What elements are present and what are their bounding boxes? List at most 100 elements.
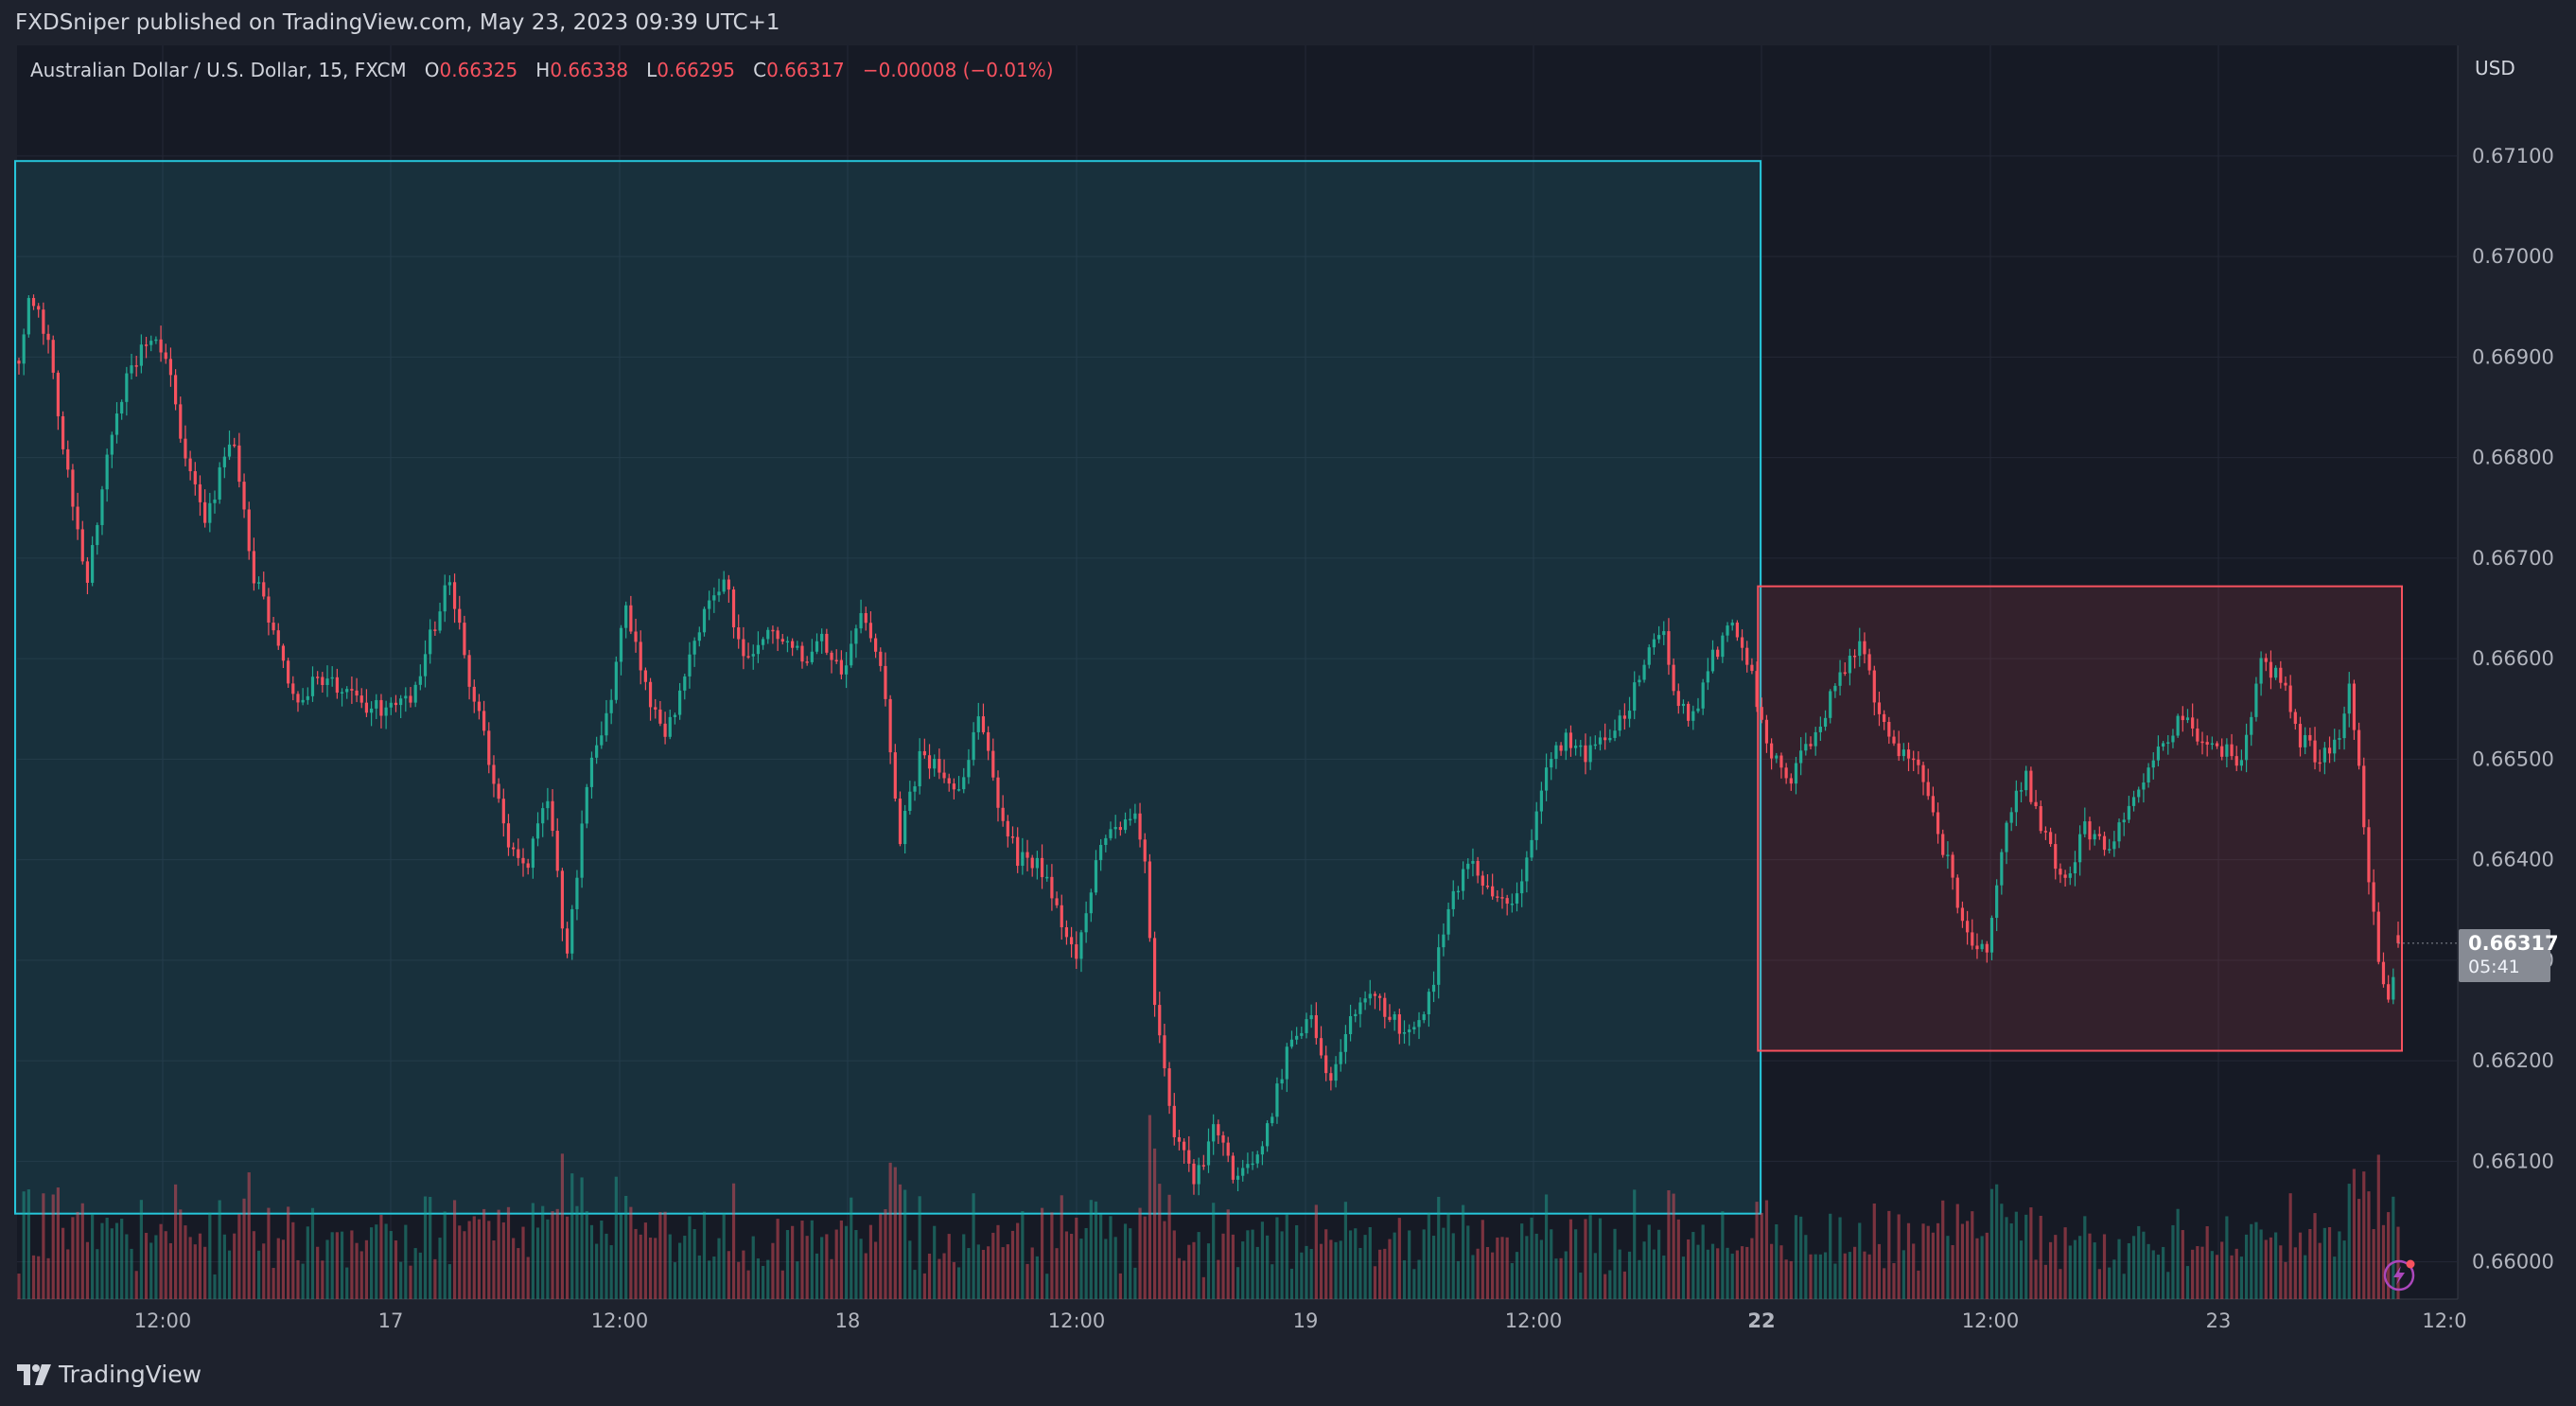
volume-bar	[1843, 1253, 1847, 1299]
candle	[1221, 1134, 1225, 1143]
candle	[1152, 938, 1157, 1006]
volume-bar	[1285, 1214, 1288, 1299]
candle	[316, 677, 320, 678]
volume-bar	[1525, 1236, 1529, 1299]
candle	[2342, 713, 2346, 739]
candle	[1588, 745, 1592, 763]
candle	[1466, 863, 1470, 870]
volume-bar	[447, 1264, 451, 1299]
candle	[1363, 998, 1367, 1003]
candle	[2274, 667, 2278, 678]
volume-bar	[1500, 1237, 1504, 1299]
candle	[1025, 852, 1029, 858]
candle	[1809, 744, 1813, 747]
candle	[477, 701, 482, 712]
x-tick-label: 19	[1293, 1309, 1319, 1332]
volume-bar	[1025, 1263, 1029, 1299]
volume-bar	[1235, 1267, 1240, 1299]
volume-bar	[2318, 1242, 2322, 1299]
candle	[839, 659, 843, 675]
candle	[1579, 745, 1583, 747]
volume-bar	[1491, 1252, 1495, 1299]
volume-bar	[477, 1219, 482, 1299]
candle	[42, 309, 45, 334]
volume-bar	[1539, 1239, 1543, 1299]
volume-bar	[1289, 1268, 1294, 1299]
candle	[908, 791, 912, 811]
candle	[1383, 997, 1387, 1017]
lightning-bolt-icon[interactable]	[2382, 1258, 2416, 1292]
volume-bar	[1133, 1267, 1137, 1299]
candle	[981, 716, 986, 732]
candle	[369, 708, 374, 713]
volume-bar	[1716, 1248, 1720, 1299]
volume-bar	[1388, 1239, 1392, 1299]
candle	[1804, 744, 1808, 751]
chart-svg[interactable]: 0.67100 0.67000 0.66900 0.66800 0.66700 0.666…	[0, 45, 2576, 1346]
candle	[2073, 862, 2077, 874]
volume-bar	[722, 1213, 726, 1299]
volume-bar	[222, 1234, 226, 1299]
candle	[1525, 857, 1529, 882]
candle	[1775, 755, 1779, 759]
candle	[600, 735, 604, 746]
volume-bar	[1050, 1212, 1054, 1299]
candle	[1231, 1155, 1235, 1180]
volume-bar	[1427, 1212, 1430, 1299]
tradingview-logo[interactable]: TradingView	[17, 1361, 202, 1388]
candle	[1358, 1002, 1362, 1014]
candle	[1681, 703, 1686, 707]
volume-bar	[1339, 1240, 1342, 1299]
candle	[100, 489, 104, 525]
volume-bar	[839, 1220, 843, 1299]
candle	[1035, 857, 1039, 869]
volume-bar	[208, 1212, 212, 1299]
volume-bar	[991, 1232, 995, 1299]
volume-bar	[1348, 1230, 1353, 1299]
candle	[1329, 1073, 1333, 1081]
candle	[1183, 1141, 1186, 1151]
volume-bar	[815, 1253, 819, 1299]
volume-bar	[267, 1207, 271, 1299]
volume-bar	[1789, 1260, 1793, 1299]
volume-bar	[1995, 1184, 1999, 1299]
candle	[922, 750, 926, 756]
candle	[447, 582, 451, 586]
volume-bar	[379, 1215, 383, 1299]
candle	[85, 561, 90, 583]
volume-bar	[893, 1167, 897, 1299]
volume-bar	[1784, 1259, 1788, 1299]
volume-bar	[658, 1211, 662, 1299]
volume-bar	[369, 1227, 374, 1299]
volume-bar	[1241, 1241, 1245, 1299]
candle	[1334, 1063, 1338, 1081]
candle	[26, 297, 30, 335]
volume-bar	[149, 1242, 153, 1299]
candle	[1568, 732, 1573, 748]
candle	[1818, 726, 1822, 732]
y-tick-label: 0.66800	[2472, 447, 2554, 469]
volume-bar	[1260, 1221, 1265, 1299]
candle	[1285, 1046, 1288, 1080]
candle	[1075, 944, 1078, 959]
volume-bar	[2234, 1248, 2238, 1299]
candle	[71, 469, 75, 507]
candle	[154, 339, 158, 342]
candle	[678, 690, 682, 715]
candle	[1289, 1039, 1294, 1047]
candle	[1021, 852, 1025, 867]
chart-frame[interactable]: 0.67100 0.67000 0.66900 0.66800 0.66700 0.666…	[0, 45, 2576, 1346]
candle	[942, 772, 946, 779]
candle	[1906, 749, 1911, 759]
candle	[996, 777, 1000, 808]
candle	[976, 716, 980, 732]
candle	[1863, 641, 1866, 655]
volume-bar	[1373, 1266, 1377, 1299]
currency-label[interactable]: USD	[2475, 57, 2515, 79]
candle	[2338, 738, 2341, 740]
candle	[771, 629, 775, 632]
candle	[355, 690, 359, 696]
volume-bar	[820, 1237, 824, 1299]
candle	[1016, 836, 1020, 867]
candle	[555, 831, 559, 871]
